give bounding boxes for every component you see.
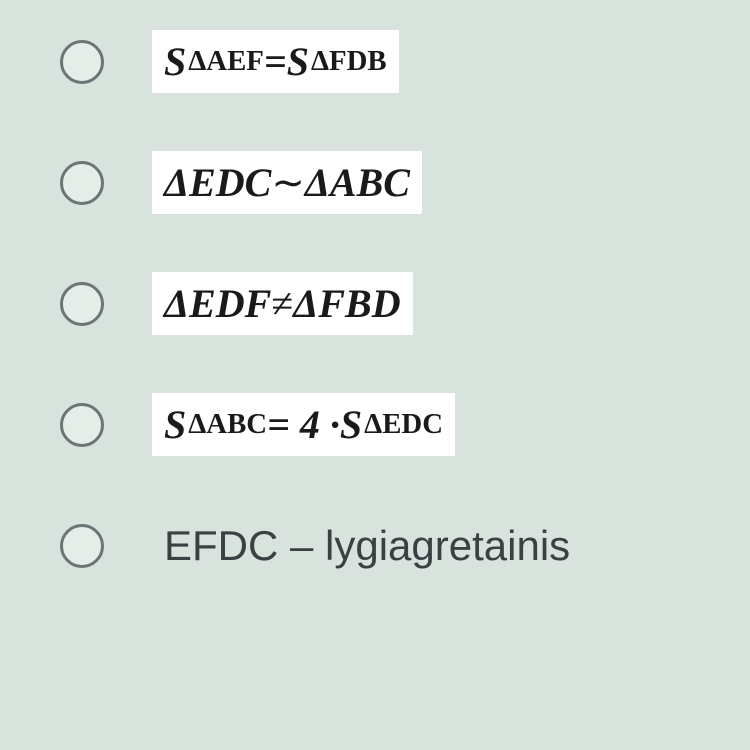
- option-label-opt1: SΔAEF = SΔFDB: [152, 30, 399, 93]
- radio-opt3[interactable]: [60, 282, 104, 326]
- option-row-opt4[interactable]: SΔABC = 4 · SΔEDC: [60, 393, 690, 456]
- option-label-opt3: ΔEDF ≠ ΔFBD: [152, 272, 413, 335]
- option-label-opt4: SΔABC = 4 · SΔEDC: [152, 393, 455, 456]
- option-label-opt5: EFDC – lygiagretainis: [152, 514, 582, 578]
- option-label-opt2: ΔEDC ∼ ΔABC: [152, 151, 422, 214]
- options-list: SΔAEF = SΔFDB ΔEDC ∼ ΔABC ΔEDF ≠ ΔFBD SΔABC…: [60, 30, 690, 578]
- option-row-opt5[interactable]: EFDC – lygiagretainis: [60, 514, 690, 578]
- radio-opt1[interactable]: [60, 40, 104, 84]
- radio-opt4[interactable]: [60, 403, 104, 447]
- radio-opt5[interactable]: [60, 524, 104, 568]
- radio-opt2[interactable]: [60, 161, 104, 205]
- option-row-opt1[interactable]: SΔAEF = SΔFDB: [60, 30, 690, 93]
- option-row-opt2[interactable]: ΔEDC ∼ ΔABC: [60, 151, 690, 214]
- option-row-opt3[interactable]: ΔEDF ≠ ΔFBD: [60, 272, 690, 335]
